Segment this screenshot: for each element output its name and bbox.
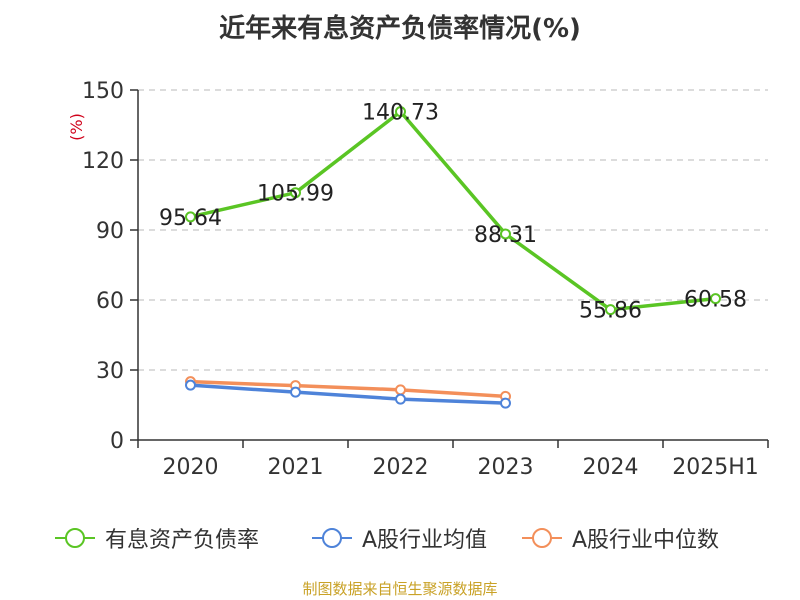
series-line (190, 379, 506, 399)
x-tick-label: 2021 (268, 455, 324, 480)
legend-item[interactable]: 有息资产负债率 (55, 520, 259, 556)
y-tick-label: 90 (96, 219, 124, 244)
data-point (395, 393, 406, 405)
data-point (185, 211, 196, 223)
x-tick-label: 2025H1 (672, 455, 759, 480)
y-tick-label: 60 (96, 289, 124, 314)
line-chart: 0 30 60 90 120 150 2020 2021 2022 2023 2024 2025H1 (… (67, 79, 769, 480)
y-tick-label: 30 (96, 359, 124, 384)
data-label: 60.58 (684, 288, 747, 313)
data-labels: 95.64 105.99 140.73 88.31 55.86 60.58 (159, 101, 747, 324)
legend-label: 有息资产负债率 (105, 528, 260, 553)
data-label: 140.73 (362, 101, 439, 126)
y-axis-label: (%) (67, 113, 86, 141)
x-tick-label: 2020 (163, 455, 219, 480)
legend-marker-icon (312, 528, 352, 548)
x-tick-label: 2023 (478, 455, 534, 480)
data-label: 88.31 (474, 223, 537, 248)
grid-lines (138, 89, 768, 371)
legend-item[interactable]: A股行业中位数 (522, 520, 719, 556)
data-label: 105.99 (257, 182, 334, 207)
legend-marker-icon (55, 528, 95, 548)
data-point (185, 379, 196, 391)
legend-item[interactable]: A股行业均值 (312, 520, 487, 556)
data-point (710, 293, 721, 305)
data-point (500, 397, 511, 409)
y-tick-label: 120 (82, 149, 124, 174)
series-line (190, 109, 716, 312)
legend-marker-icon (522, 528, 562, 548)
data-label: 55.86 (579, 299, 642, 324)
series-line (190, 383, 506, 405)
data-label: 95.64 (159, 206, 222, 231)
data-point (605, 304, 616, 316)
x-tick-label: 2022 (373, 455, 429, 480)
legend: 有息资产负债率 A股行业均值 A股行业中位数 (0, 520, 800, 556)
series-layer (185, 106, 721, 409)
data-point (500, 228, 511, 240)
legend-label: A股行业中位数 (572, 528, 720, 553)
data-point (290, 386, 301, 398)
data-point (395, 384, 406, 396)
y-tick-label: 0 (110, 429, 124, 454)
data-point (395, 106, 406, 118)
x-tick-label: 2024 (583, 455, 639, 480)
data-point (290, 187, 301, 199)
source-note: 制图数据来自恒生聚源数据库 (302, 580, 498, 598)
chart-title: 近年来有息资产负债率情况(%) (219, 14, 581, 44)
axes: 0 30 60 90 120 150 2020 2021 2022 2023 2024 2025H1 (… (67, 79, 769, 480)
legend-label: A股行业均值 (362, 528, 488, 553)
y-tick-label: 150 (82, 79, 124, 104)
